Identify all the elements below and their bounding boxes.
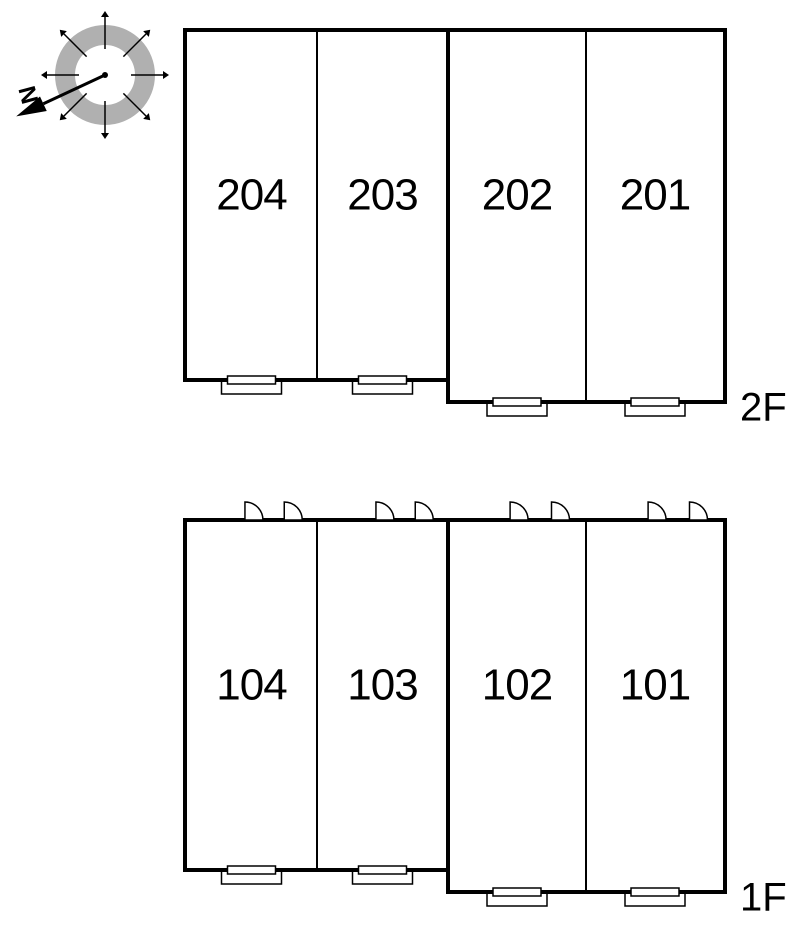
floor-label: 1F — [740, 876, 787, 920]
floor-label: 2F — [740, 386, 787, 430]
unit-label: 103 — [347, 661, 417, 710]
unit-label: 102 — [482, 661, 552, 710]
unit-label: 204 — [216, 171, 287, 220]
unit-label: 201 — [620, 171, 690, 220]
unit-label: 104 — [216, 661, 287, 710]
unit-label: 101 — [620, 661, 690, 710]
unit-label: 203 — [347, 171, 417, 220]
floorplan-diagram: N2042032022012F1041031021011F — [0, 0, 800, 940]
unit-label: 202 — [482, 171, 552, 220]
